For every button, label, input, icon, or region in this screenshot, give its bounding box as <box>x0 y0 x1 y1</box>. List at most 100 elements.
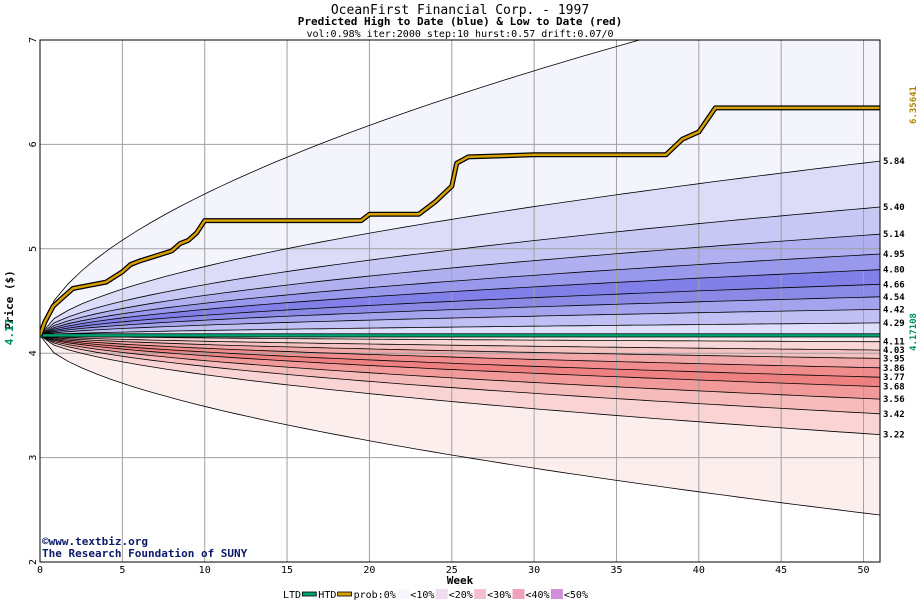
x-tick-label: 45 <box>775 565 787 576</box>
band-value-label: 3.68 <box>883 383 905 393</box>
band-line-19 <box>40 335 880 516</box>
low-band-2 <box>40 335 880 359</box>
y-tick-label: 2 <box>28 559 39 565</box>
band-line-10 <box>40 335 880 343</box>
band-value-label: 3.56 <box>883 395 905 405</box>
htd-final-label: 6.35641 <box>909 86 919 124</box>
band-value-label: 4.29 <box>883 319 905 329</box>
y-tick-label: 3 <box>28 455 39 461</box>
chart-title: OceanFirst Financial Corp. - 1997 <box>331 3 589 18</box>
legend: LTD HTD prob:0% <10% <20% <30% <40% <50% <box>283 589 588 600</box>
band-value-label: 5.84 <box>883 157 905 167</box>
htd-line <box>40 106 880 336</box>
copyright-icon: © <box>42 535 49 548</box>
band-value-label: 3.77 <box>883 373 905 383</box>
band-line-17 <box>40 335 880 415</box>
high-band-2 <box>40 207 880 336</box>
y-tick-label: 5 <box>28 246 39 252</box>
low-band-6 <box>40 335 880 400</box>
band-line-13 <box>40 335 880 369</box>
legend-ltd-swatch <box>301 591 317 597</box>
high-band-7 <box>40 296 880 336</box>
band-line-12 <box>40 335 880 359</box>
band-value-label: 4.42 <box>883 305 905 315</box>
band-value-label: 3.86 <box>883 364 905 374</box>
band-line-16 <box>40 335 880 400</box>
high-band-9 <box>40 322 880 336</box>
legend-swatch <box>397 589 410 599</box>
x-tick-label: 5 <box>119 565 125 576</box>
band-value-label: 4.11 <box>883 338 905 348</box>
band-line-11 <box>40 335 880 351</box>
legend-item-label: <30% <box>487 590 511 600</box>
legend-prob-label: prob:0% <box>354 590 396 600</box>
band-line-5 <box>40 269 880 336</box>
band-line-14 <box>40 335 880 378</box>
x-tick-label: 0 <box>37 565 43 576</box>
band-value-label: 4.80 <box>883 266 905 276</box>
legend-swatch <box>550 589 563 599</box>
credit-line-2: The Research Foundation of SUNY <box>42 547 248 560</box>
low-band-1 <box>40 335 880 351</box>
low-band-8 <box>40 335 880 435</box>
high-band-0 <box>40 40 880 336</box>
legend-swatch <box>435 589 448 599</box>
band-value-label: 5.40 <box>883 203 905 213</box>
band-line-3 <box>40 233 880 336</box>
low-band-9 <box>40 335 880 515</box>
band-value-label: 5.14 <box>883 230 905 240</box>
credit-line-1: ©www.textbiz.org <box>42 535 148 548</box>
high-band-3 <box>40 234 880 336</box>
band-line-6 <box>40 283 880 336</box>
low-band-3 <box>40 335 880 368</box>
high-band-8 <box>40 309 880 336</box>
legend-swatch <box>512 589 525 599</box>
chart-params: vol:0.98% iter:2000 step:10 hurst:0.57 d… <box>306 29 613 40</box>
band-line-15 <box>40 335 880 387</box>
band-value-label: 4.66 <box>883 280 905 290</box>
legend-htd-swatch <box>337 591 352 597</box>
band-line-0 <box>40 40 641 336</box>
chart-subtitle: Predicted High to Date (blue) & Low to D… <box>298 15 623 28</box>
start-price-label: 4.17 <box>3 319 16 346</box>
x-axis-label: Week <box>447 574 474 587</box>
low-band-7 <box>40 335 880 414</box>
band-value-label: 3.95 <box>883 355 905 365</box>
band-value-label: 3.42 <box>883 410 905 420</box>
high-band-4 <box>40 254 880 336</box>
legend-swatch <box>474 589 487 599</box>
band-line-2 <box>40 206 880 336</box>
band-line-18 <box>40 335 880 435</box>
band-value-label: 4.95 <box>883 250 905 260</box>
x-tick-label: 50 <box>858 565 870 576</box>
legend-ltd-label: LTD <box>283 590 301 600</box>
legend-item-label: <40% <box>526 590 550 600</box>
y-tick-label: 7 <box>28 37 39 43</box>
x-tick-label: 15 <box>281 565 293 576</box>
band-line-8 <box>40 309 880 336</box>
high-band-5 <box>40 269 880 336</box>
legend-item-label: <20% <box>449 590 473 600</box>
x-tick-label: 40 <box>693 565 705 576</box>
legend-item-label: <50% <box>564 590 588 600</box>
band-line-9 <box>40 322 880 336</box>
x-tick-label: 30 <box>528 565 540 576</box>
x-tick-label: 25 <box>446 565 458 576</box>
band-line-1 <box>40 160 880 336</box>
y-axis-label: Price ($) <box>3 270 16 330</box>
legend-item-label: <10% <box>410 590 434 600</box>
high-band-6 <box>40 284 880 336</box>
x-tick-label: 10 <box>199 565 211 576</box>
plot-area <box>40 40 880 562</box>
low-band-4 <box>40 335 880 378</box>
x-tick-label: 20 <box>363 565 375 576</box>
y-tick-label: 4 <box>28 350 39 356</box>
band-line-4 <box>40 253 880 336</box>
ltd-final-label: 4.17108 <box>909 313 919 351</box>
legend-htd-label: HTD <box>318 590 336 600</box>
band-line-7 <box>40 296 880 336</box>
plot-border <box>39 39 881 563</box>
band-value-label: 4.54 <box>883 293 905 303</box>
y-tick-label: 6 <box>28 141 39 147</box>
